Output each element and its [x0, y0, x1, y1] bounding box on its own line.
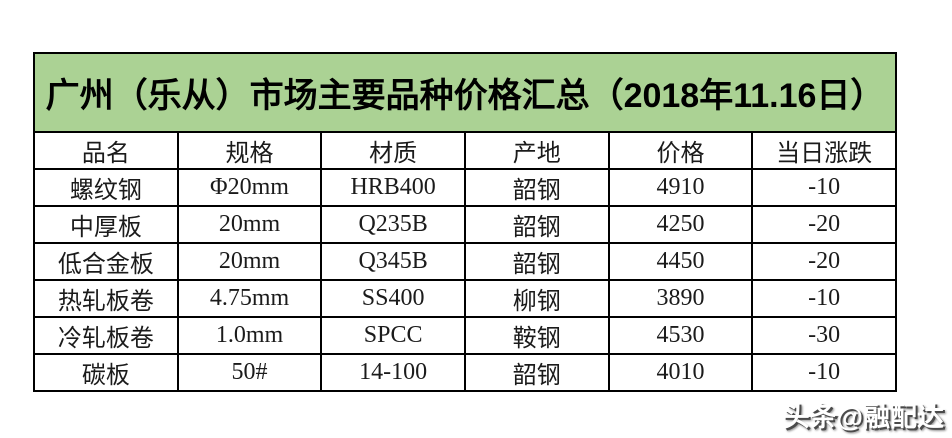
spec-cell: Φ20mm	[176, 168, 323, 207]
price-cell: 4450	[607, 242, 754, 281]
origin-cell: 韶钢	[463, 353, 610, 392]
product-name-cell: 低合金板	[33, 242, 179, 281]
col-header-change: 当日涨跌	[751, 131, 897, 170]
product-name-cell: 碳板	[33, 353, 179, 392]
price-cell: 4010	[607, 353, 754, 392]
table-row: 热轧板卷 4.75mm SS400 柳钢 3890 -10	[33, 279, 897, 318]
col-header-origin: 产地	[463, 131, 610, 170]
price-cell: 4530	[607, 316, 754, 355]
table-title-banner: 广州（乐从）市场主要品种价格汇总（2018年11.16日）	[33, 52, 897, 131]
toutiao-watermark: 头条@融配达	[782, 402, 944, 432]
col-header-price: 价格	[607, 131, 754, 170]
table-row: 中厚板 20mm Q235B 韶钢 4250 -20	[33, 205, 897, 244]
price-cell: 4250	[607, 205, 754, 244]
col-header-product: 品名	[33, 131, 179, 170]
change-cell: -30	[751, 316, 897, 355]
origin-cell: 韶钢	[463, 168, 610, 207]
material-cell: SS400	[320, 279, 466, 318]
material-cell: HRB400	[320, 168, 466, 207]
price-table: 品名 规格 材质 产地 价格 当日涨跌 螺纹钢 Φ20mm HRB400 韶钢 …	[33, 131, 897, 392]
spec-cell: 50#	[176, 353, 323, 392]
table-row: 螺纹钢 Φ20mm HRB400 韶钢 4910 -10	[33, 168, 897, 207]
material-cell: SPCC	[320, 316, 466, 355]
table-header: 品名 规格 材质 产地 价格 当日涨跌	[33, 131, 897, 170]
spec-cell: 4.75mm	[176, 279, 323, 318]
spec-cell: 20mm	[176, 242, 323, 281]
header-row: 品名 规格 材质 产地 价格 当日涨跌	[33, 131, 897, 170]
product-name-cell: 螺纹钢	[33, 168, 179, 207]
col-header-spec: 规格	[176, 131, 323, 170]
spec-cell: 1.0mm	[176, 316, 323, 355]
material-cell: Q345B	[320, 242, 466, 281]
origin-cell: 韶钢	[463, 205, 610, 244]
table-row: 冷轧板卷 1.0mm SPCC 鞍钢 4530 -30	[33, 316, 897, 355]
table-row: 碳板 50# 14-100 韶钢 4010 -10	[33, 353, 897, 392]
col-header-material: 材质	[320, 131, 466, 170]
material-cell: Q235B	[320, 205, 466, 244]
table-row: 低合金板 20mm Q345B 韶钢 4450 -20	[33, 242, 897, 281]
product-name-cell: 中厚板	[33, 205, 179, 244]
change-cell: -10	[751, 279, 897, 318]
product-name-cell: 冷轧板卷	[33, 316, 179, 355]
product-name-cell: 热轧板卷	[33, 279, 179, 318]
change-cell: -20	[751, 242, 897, 281]
change-cell: -10	[751, 353, 897, 392]
material-cell: 14-100	[320, 353, 466, 392]
change-cell: -10	[751, 168, 897, 207]
origin-cell: 柳钢	[463, 279, 610, 318]
spec-cell: 20mm	[176, 205, 323, 244]
origin-cell: 鞍钢	[463, 316, 610, 355]
price-cell: 3890	[607, 279, 754, 318]
price-cell: 4910	[607, 168, 754, 207]
table-body: 螺纹钢 Φ20mm HRB400 韶钢 4910 -10 中厚板 20mm Q2…	[33, 168, 897, 392]
table-title: 广州（乐从）市场主要品种价格汇总（2018年11.16日）	[45, 77, 885, 115]
price-table-container: 广州（乐从）市场主要品种价格汇总（2018年11.16日） 品名 规格 材质 产…	[33, 52, 897, 392]
change-cell: -20	[751, 205, 897, 244]
origin-cell: 韶钢	[463, 242, 610, 281]
